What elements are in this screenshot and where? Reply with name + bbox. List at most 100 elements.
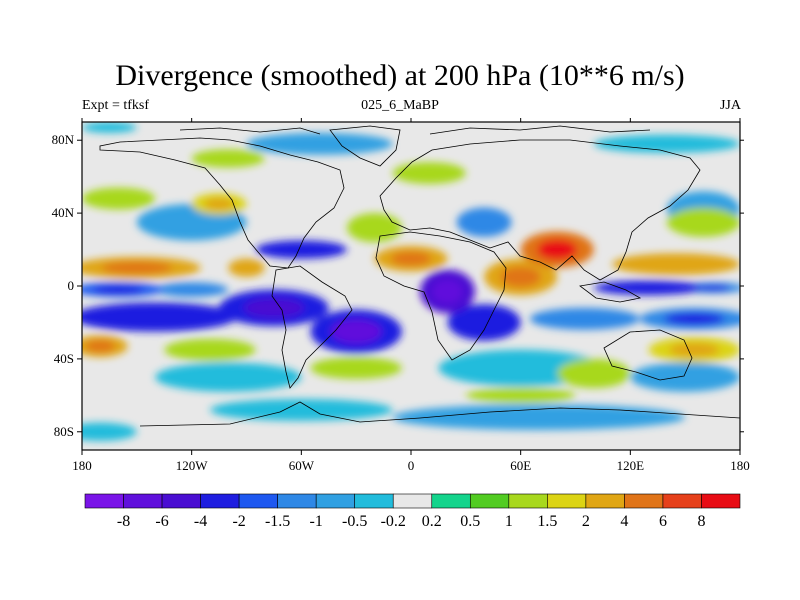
coastline-antarctica <box>139 401 740 427</box>
field-core-40 <box>500 266 541 287</box>
x-tick-label-3: 0 <box>408 458 415 473</box>
colorbar-swatch-10 <box>469 493 510 509</box>
colorbar-swatch-16 <box>701 493 741 509</box>
colorbar-swatch-3 <box>200 493 240 509</box>
field-core-19 <box>464 312 505 333</box>
field-core-37 <box>101 261 173 274</box>
x-tick-label-5: 120E <box>617 458 645 473</box>
colorbar-label-15: 8 <box>697 513 705 530</box>
field-core-20 <box>276 244 327 255</box>
y-tick-label-2: 0 <box>68 278 75 293</box>
colorbar-swatch-7 <box>354 493 394 509</box>
field-blob-25 <box>392 162 466 184</box>
coastline-greenland <box>329 125 401 167</box>
divergence-field <box>82 122 740 441</box>
field-blob-29 <box>465 388 576 403</box>
colorbar-swatch-1 <box>123 493 163 509</box>
colorbar-label-12: 2 <box>582 513 590 530</box>
field-core-23 <box>432 279 463 304</box>
colorbar-swatch-14 <box>624 493 664 509</box>
x-tick-label-0: 180 <box>72 458 92 473</box>
field-blob-26 <box>82 187 156 210</box>
coastline-africa <box>375 231 507 361</box>
field-blob-27 <box>164 338 256 361</box>
field-blob-32 <box>557 358 631 389</box>
field-blob-1 <box>155 362 302 392</box>
x-axis: 180 120W 60W 0 60E 120E 180 <box>72 118 750 473</box>
field-blob-24 <box>191 149 265 168</box>
field-core-15 <box>664 312 725 325</box>
field-blob-28 <box>310 357 402 379</box>
field-core-22 <box>331 319 382 344</box>
colorbar-swatch-6 <box>315 493 356 509</box>
y-axis: 80N 40N 0 40S 80S <box>52 132 744 439</box>
colorbar-label-5: -1 <box>310 513 323 530</box>
colorbar-swatch-0 <box>84 493 124 509</box>
field-blob-2 <box>209 398 393 421</box>
chart-title: Divergence (smoothed) at 200 hPa (10**6 … <box>115 59 685 92</box>
colorbar-label-10: 1 <box>505 513 513 530</box>
field-blob-13 <box>456 207 512 237</box>
colorbar: -8 -6 -4 -2 -1.5 -1 -0.5 -0.2 0.2 0.5 1 1.5 2 4 6 8 <box>84 493 741 530</box>
colorbar-label-8: 0.2 <box>422 513 442 530</box>
colorbar-swatch-5 <box>277 493 317 509</box>
coastline-north-america <box>99 137 345 269</box>
colorbar-label-7: -0.2 <box>381 513 406 530</box>
field-core-21 <box>243 297 305 318</box>
field-core-36 <box>640 258 712 271</box>
coastline-arctic-islands <box>179 125 651 135</box>
field-blob-12 <box>529 307 640 330</box>
field-blob-11 <box>155 282 229 297</box>
coastline-maritime <box>579 281 642 303</box>
x-tick-label-1: 120W <box>176 458 209 473</box>
colorbar-swatch-13 <box>585 493 625 509</box>
field-core-38 <box>85 340 116 353</box>
field-core-33 <box>204 197 235 211</box>
coastlines <box>99 125 740 427</box>
coastline-australia <box>603 329 693 381</box>
x-tick-label-2: 60W <box>289 458 315 473</box>
coastline-south-america <box>271 265 353 389</box>
colorbar-swatch-8 <box>392 493 433 509</box>
y-tick-label-0: 80N <box>52 132 75 147</box>
field-blob-8 <box>246 132 393 155</box>
season-label: JJA <box>719 98 741 113</box>
run-label: 025_6_MaBP <box>361 98 439 113</box>
colorbar-label-1: -6 <box>155 513 168 530</box>
field-core-34 <box>669 342 720 357</box>
x-tick-label-4: 60E <box>510 458 531 473</box>
colorbar-label-4: -1.5 <box>265 513 290 530</box>
field-blob-4 <box>593 134 740 153</box>
colorbar-swatch-11 <box>508 493 548 509</box>
y-tick-label-1: 40N <box>52 205 75 220</box>
y-tick-label-4: 80S <box>54 424 74 439</box>
colorbar-label-11: 1.5 <box>537 513 557 530</box>
colorbar-swatch-12 <box>547 493 587 509</box>
field-core-17 <box>618 283 679 292</box>
field-core-39 <box>390 251 432 266</box>
colorbar-swatch-15 <box>662 493 702 509</box>
field-blob-5 <box>82 122 137 133</box>
colorbar-swatch-4 <box>238 493 278 509</box>
colorbar-swatch-9 <box>431 493 471 509</box>
x-tick-label-6: 180 <box>730 458 750 473</box>
colorbar-label-0: -8 <box>117 513 130 530</box>
field-core-41 <box>537 239 578 260</box>
field-blob-31 <box>666 207 740 237</box>
field-blob-30 <box>347 213 402 243</box>
coastline-europe-asia <box>379 139 701 281</box>
colorbar-swatch-2 <box>161 493 201 509</box>
field-blob-7 <box>392 404 686 430</box>
field-blob-6 <box>630 362 740 392</box>
field-core-16 <box>93 285 144 294</box>
field-core-35 <box>236 262 257 273</box>
field-core-18 <box>109 308 201 325</box>
colorbar-label-9: 0.5 <box>460 513 480 530</box>
colorbar-label-3: -2 <box>232 513 245 530</box>
colorbar-label-13: 4 <box>620 513 628 530</box>
field-core-14 <box>694 284 731 291</box>
colorbar-label-2: -4 <box>194 513 207 530</box>
experiment-label: Expt = tfksf <box>82 98 149 113</box>
colorbar-label-6: -0.5 <box>342 513 367 530</box>
